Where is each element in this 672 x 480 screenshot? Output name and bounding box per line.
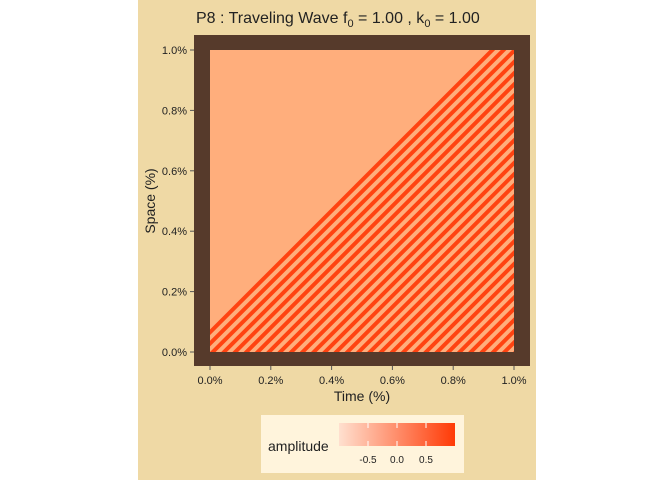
y-tick-label: 0.8% [162, 105, 187, 117]
y-axis-label: Space (%) [142, 168, 158, 233]
legend-tick-label: 0.0 [390, 455, 404, 466]
y-tick-label: 0.6% [162, 166, 187, 178]
wave-stripe [311, 149, 514, 352]
wave-stripe [468, 306, 514, 352]
legend-colorbar [339, 423, 455, 446]
wave-stripe [232, 70, 514, 352]
wave-stripe [333, 171, 514, 352]
wave-stripe [277, 115, 514, 352]
wave-stripe [355, 193, 514, 352]
chart-title: P8 : Traveling Wave f0 = 1.00 , k0 = 1.0… [196, 10, 480, 30]
wave-stripe [299, 137, 514, 352]
x-tick-label: 0.8% [441, 375, 466, 387]
wave-stripe [513, 351, 514, 352]
y-tick-label: 0.2% [162, 287, 187, 299]
legend-tick-label: 0.5 [419, 455, 433, 466]
x-tick-label: 1.0% [501, 375, 526, 387]
wave-stripe [367, 205, 514, 352]
wave-stripe [288, 126, 514, 352]
legend-tick-label: -0.5 [359, 455, 377, 466]
wave-stripe [344, 182, 514, 352]
wave-stripe [535, 50, 536, 352]
y-tick-label: 0.4% [162, 226, 187, 238]
wave-stripe [400, 238, 514, 352]
wave-stripe [445, 283, 514, 352]
wave-stripe [423, 261, 514, 352]
wave-stripe [490, 328, 514, 352]
x-tick-label: 0.4% [319, 375, 344, 387]
y-axis-ticks: 0.0% 0.2% 0.4% 0.6% 0.8% 1.0% [162, 45, 194, 359]
legend-title: amplitude [268, 438, 329, 454]
heatmap-raster [210, 50, 536, 352]
wave-stripe [412, 250, 514, 352]
wave-stripe [456, 294, 514, 352]
wave-stripe [221, 59, 514, 352]
x-tick-label: 0.2% [258, 375, 283, 387]
plot-canvas: P8 : Traveling Wave f0 = 1.00 , k0 = 1.0… [138, 0, 536, 480]
wave-stripe [210, 50, 496, 336]
x-tick-label: 0.6% [380, 375, 405, 387]
wave-stripe [501, 339, 514, 352]
x-axis-ticks: 0.0% 0.2% 0.4% 0.6% 0.8% 1.0% [197, 366, 527, 387]
wave-stripe [243, 81, 514, 352]
x-axis-label: Time (%) [334, 388, 390, 404]
wave-stripe [479, 317, 514, 352]
legend-ticks: -0.5 0.0 0.5 [359, 423, 433, 466]
wave-stripe [322, 160, 514, 352]
x-tick-label: 0.0% [197, 375, 222, 387]
wave-stripe [434, 272, 514, 352]
y-tick-label: 1.0% [162, 45, 187, 57]
wave-stripe [378, 216, 514, 352]
wave-stripe [254, 92, 514, 352]
wave-stripe [210, 50, 514, 352]
y-tick-label: 0.0% [162, 347, 187, 359]
heatmap-chart: P8 : Traveling Wave f0 = 1.00 , k0 = 1.0… [142, 10, 536, 473]
wave-stripe [389, 227, 514, 352]
